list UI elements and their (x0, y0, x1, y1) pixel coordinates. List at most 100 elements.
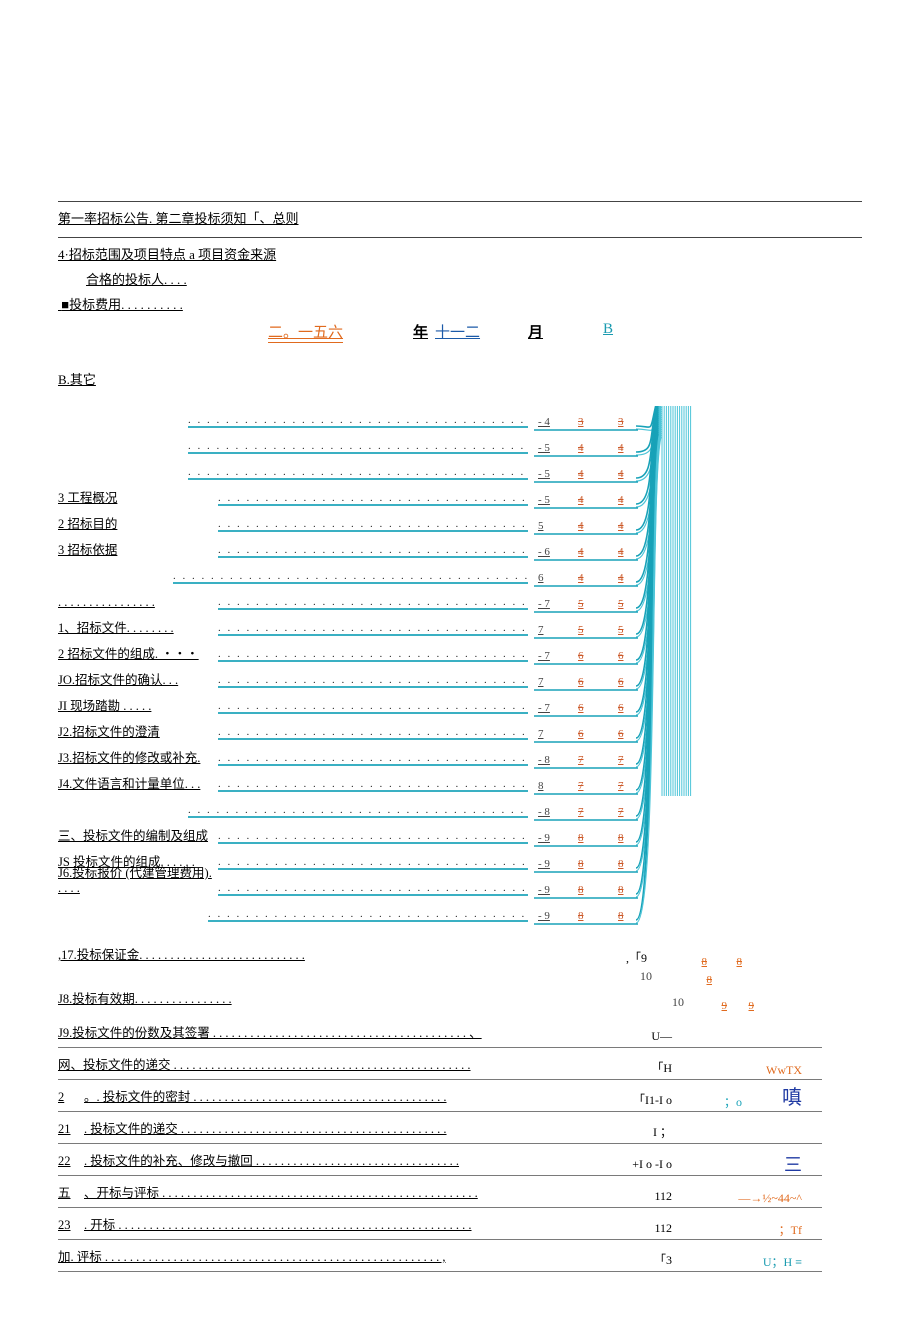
struck-page: 8 (618, 884, 624, 896)
date-b-label: B (603, 321, 613, 338)
leader-dots: . . . . . . . . . . . . . . . . . . . . … (208, 908, 528, 920)
row-extra: ；Tf (779, 1221, 802, 1238)
row-extra: 嗔 (782, 1081, 802, 1110)
teal-underline (218, 894, 528, 896)
teal-underline (218, 842, 528, 844)
toc-row: JI 现场踏勘 . . . . .. . . . . . . . . . . .… (58, 692, 698, 714)
toc-row-j8: J8.投标有效期. . . . . . . . . . . . . . . . … (58, 988, 862, 1014)
qualified-bidder-line: 合格的投标人. . . . (86, 269, 862, 288)
date-year-label: 年 (413, 321, 428, 342)
row-number: 2 (58, 1090, 84, 1105)
leader-dots: . . . . . . . . . . . . . . . . . . . . … (218, 726, 528, 738)
leader-dots: . . . . . . . . . . . . . . . . . . . . … (173, 570, 528, 582)
teal-underline (218, 764, 528, 766)
row-label: 网、投标文件的递交 . . . . . . . . . . . . . . . … (58, 1058, 471, 1072)
toc-row: 三、投标文件的编制及组成 . . . . . . . . . . . . . . … (58, 822, 698, 844)
struck-page: 3 (618, 416, 624, 428)
teal-underline (218, 790, 528, 792)
toc-row: . . . . . . . . . . . . . . . . . . . . … (58, 562, 698, 584)
date-row: 二。一五六 年 十一二 月 B (58, 321, 862, 355)
leader-dots: . . . . . . . . . . . . . . . . . . . . … (218, 648, 528, 660)
struck-page: 8 (578, 832, 584, 844)
struck-page: 7 (578, 780, 584, 792)
row-underline (58, 1239, 822, 1240)
struck-num: 9 (749, 1000, 755, 1012)
toc-label: 2 招标目的 (58, 517, 117, 532)
struck-page: 7 (618, 780, 624, 792)
leader-dots: . . . . . . . . . . . . . . . . . . . . … (218, 700, 528, 712)
date-month-label: 月 (528, 321, 543, 342)
toc-row: . . . . . . . . . . . . . . . .. . . . .… (58, 588, 698, 610)
row-right: I ； (653, 1123, 672, 1140)
struck-page: 6 (578, 702, 584, 714)
toc-row-17: ,17.投标保证金. . . . . . . . . . . . . . . .… (58, 944, 862, 970)
leader-dots: . . . . . . . . . . . . . . . . . . . . … (218, 882, 528, 894)
struck-page: 4 (618, 494, 624, 506)
toc-label: J2.招标文件的澄清 (58, 725, 160, 740)
row-right: 112 (654, 1189, 672, 1204)
lower-toc: J9.投标文件的份数及其签署 . . . . . . . . . . . . .… (58, 1022, 862, 1278)
leader-dots: . . . . . . . . . . . . . . . . . . . . … (188, 440, 528, 452)
toc-row: J3.招标文件的修改或补充.. . . . . . . . . . . . . … (58, 744, 698, 766)
page-number: 5 (538, 520, 544, 532)
row-right: U— (651, 1029, 672, 1044)
struck-page: 5 (618, 598, 624, 610)
leader-dots: . . . . . . . . . . . . . . . . . . . . … (218, 492, 528, 504)
page-number: - 5 (538, 494, 550, 506)
teal-underline (218, 712, 528, 714)
toc-row: J4.文件语言和计量单位. . .. . . . . . . . . . . .… (58, 770, 698, 792)
leader-dots: . . . . . . . . . . . . . . . . . . . . … (188, 804, 528, 816)
bid-cost-text: ■投标费用. . . . . . . . . . (61, 297, 183, 312)
leader-dots: . . . . . . . . . . . . . . . . . . . . … (218, 674, 528, 686)
leader-dots: . . . . . . . . . . . . . . . . . . . . … (218, 830, 528, 842)
page-number: - 7 (538, 702, 550, 714)
toc-label: 2 招标文件的组成. ・・・ (58, 647, 199, 662)
struck-page: 6 (578, 728, 584, 740)
page-number: - 5 (538, 442, 550, 454)
teal-underline (218, 556, 528, 558)
row-label: . 开标 . . . . . . . . . . . . . . . . . .… (84, 1218, 472, 1232)
struck-page: 4 (618, 546, 624, 558)
toc-row: JO.招标文件的确认. . . . . . . . . . . . . . . .… (58, 666, 698, 688)
toc-label: . . . . . . . . . . . . . . . . (58, 595, 155, 610)
page-ref: 10 (672, 995, 684, 1010)
page-number: - 9 (538, 832, 550, 844)
page-number: - 6 (538, 546, 550, 558)
toc-label: JO.招标文件的确认. . . (58, 673, 178, 688)
row-label: 。. 投标文件的密封 . . . . . . . . . . . . . . .… (84, 1090, 447, 1104)
row-right: 「H (651, 1059, 672, 1076)
row-underline (58, 1207, 822, 1208)
row-underline (58, 1175, 822, 1176)
date-blue-text: 十一二 (435, 321, 480, 342)
page-number: - 4 (538, 416, 550, 428)
struck-page: 4 (578, 442, 584, 454)
struck-page: 8 (578, 858, 584, 870)
teal-underline (188, 478, 528, 480)
struck-page: 6 (618, 702, 624, 714)
teal-underline (218, 608, 528, 610)
page-number: - 7 (538, 650, 550, 662)
struck-page: 4 (578, 494, 584, 506)
toc-row: 2 招标目的. . . . . . . . . . . . . . . . . … (58, 510, 698, 532)
chapter-heading: 第一率招标公告. 第二章投标须知「、总则 (58, 208, 862, 227)
lower-toc-row: 2。. 投标文件的密封 . . . . . . . . . . . . . . … (58, 1086, 862, 1112)
toc-label: 3 工程概况 (58, 491, 117, 506)
label-j8: J8.投标有效期. . . . . . . . . . . . . . . . (58, 992, 232, 1006)
struck-page: 6 (578, 676, 584, 688)
row-extra: U；H ≡ (763, 1253, 802, 1270)
struck-page: 7 (578, 806, 584, 818)
leader-dots: . . . . . . . . . . . . . . . . . . . . … (188, 414, 528, 426)
teal-underline (188, 816, 528, 818)
row-right: 「I1-I o (633, 1091, 672, 1108)
document-page: 第一率招标公告. 第二章投标须知「、总则 4·招标范围及项目特点 a 项目资金来… (0, 0, 920, 1338)
page-number: 6 (538, 572, 544, 584)
teal-underline (218, 868, 528, 870)
struck-page: 7 (578, 754, 584, 766)
label-17: ,17.投标保证金. . . . . . . . . . . . . . . .… (58, 948, 305, 962)
row-number: 22 (58, 1154, 84, 1169)
toc-label: 三、投标文件的编制及组成 (58, 829, 208, 844)
teal-underline (218, 634, 528, 636)
lower-toc-row: 五、开标与评标 . . . . . . . . . . . . . . . . … (58, 1182, 862, 1208)
row-underline (58, 1143, 822, 1144)
lower-toc-row: 加. 评标 . . . . . . . . . . . . . . . . . … (58, 1246, 862, 1272)
